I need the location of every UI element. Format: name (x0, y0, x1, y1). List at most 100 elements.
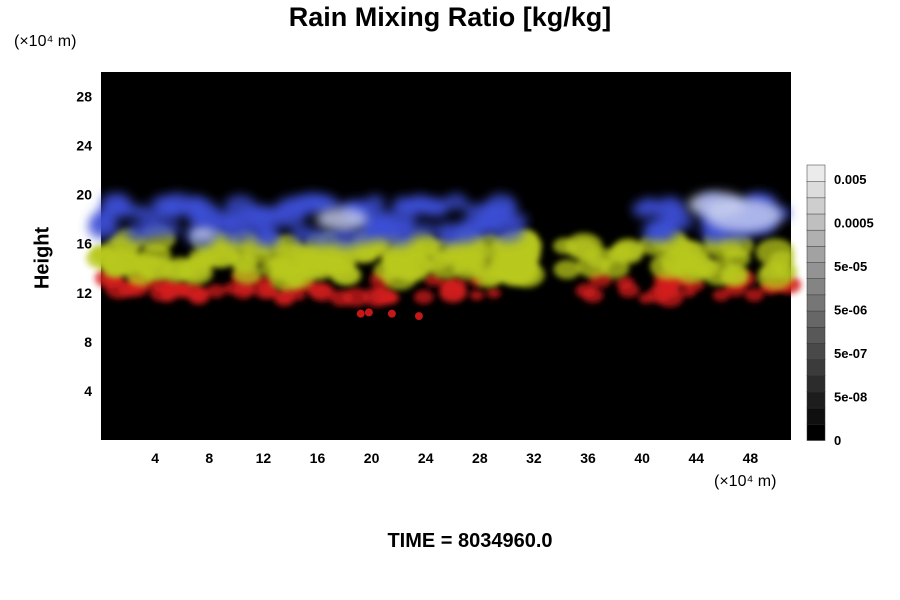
rain-cell (689, 257, 720, 279)
rain-cell (231, 254, 259, 274)
x-tick-labels: 4 8 12 16 20 24 28 32 36 40 44 48 (151, 450, 758, 466)
y-tick-labels: 4 8 12 16 20 24 28 (76, 89, 92, 399)
rain-cell (553, 237, 576, 255)
rain-cell (233, 284, 254, 299)
rain-cell (387, 255, 419, 278)
rain-cell (469, 290, 485, 301)
rain-cell (206, 284, 226, 298)
colorbar-swatch (806, 213, 826, 231)
rain-cell (208, 212, 239, 235)
y-tick-label: 20 (76, 187, 92, 203)
colorbar-label: 0.0005 (834, 216, 874, 231)
rain-cell (109, 201, 135, 219)
y-axis-unit: (×10⁴ m) (14, 33, 77, 50)
rain-cell (310, 283, 336, 302)
rain-cell (276, 291, 293, 304)
x-tick-label: 40 (634, 450, 650, 466)
rain-cell (438, 278, 457, 292)
rain-cell (87, 216, 120, 240)
y-tick-label: 8 (84, 334, 92, 350)
rain-field (85, 191, 802, 321)
colorbar-swatch (806, 342, 826, 360)
rain-cell (356, 309, 365, 318)
rain-cell (309, 228, 335, 246)
rain-cell (744, 288, 764, 302)
rain-cell (100, 255, 131, 277)
x-tick-label: 36 (580, 450, 596, 466)
rain-cell (582, 287, 604, 303)
colorbar: 0.005 0.0005 5e-05 5e-06 5e-07 5e-08 0 (806, 164, 874, 448)
rain-cell (482, 205, 512, 227)
x-tick-label: 20 (364, 450, 380, 466)
colorbar-label: 5e-07 (834, 346, 867, 361)
x-tick-label: 16 (310, 450, 326, 466)
rain-cell (421, 249, 451, 271)
rain-cell (379, 290, 399, 305)
rain-cell (316, 208, 368, 231)
y-tick-label: 4 (84, 383, 92, 399)
rain-cell (701, 224, 728, 244)
colorbar-swatch (806, 310, 826, 328)
rain-cell (670, 239, 702, 262)
x-tick-label: 12 (256, 450, 272, 466)
colorbar-swatch (806, 358, 826, 377)
colorbar-swatch (806, 375, 826, 393)
rain-cell (259, 229, 282, 245)
colorbar-label: 5e-05 (834, 259, 867, 274)
y-tick-label: 28 (76, 89, 92, 105)
colorbar-swatch (806, 197, 826, 215)
x-axis-unit: (×10⁴ m) (714, 473, 777, 490)
rain-cell (364, 194, 386, 210)
x-tick-label: 4 (151, 450, 159, 466)
rain-cell (607, 244, 633, 262)
rain-cell (330, 225, 363, 249)
colorbar-swatch (806, 326, 826, 344)
rain-cell (125, 222, 152, 242)
white-core-layer (189, 191, 783, 240)
colorbar-swatch (806, 261, 826, 279)
rain-cell (661, 258, 685, 276)
rain-cell (553, 259, 581, 280)
colorbar-swatch (806, 164, 826, 182)
rain-cell (664, 210, 694, 232)
rain-cell (364, 308, 373, 317)
colorbar-label: 5e-06 (834, 303, 867, 318)
colorbar-swatch (806, 245, 826, 263)
y-tick-label: 16 (76, 236, 92, 252)
rain-cell (330, 290, 353, 307)
x-tick-label: 28 (472, 450, 488, 466)
rain-cell (638, 293, 654, 304)
colorbar-swatch (806, 391, 826, 409)
x-tick-label: 32 (526, 450, 542, 466)
rain-cell (453, 226, 477, 244)
rain-cell (415, 223, 435, 238)
colorbar-swatch (806, 407, 826, 425)
rain-cell (413, 290, 434, 305)
time-label: TIME = 8034960.0 (387, 530, 553, 552)
blue-layer (87, 191, 791, 249)
rain-cell (189, 289, 207, 303)
rain-cell (376, 217, 399, 233)
rain-cell (397, 198, 422, 215)
rain-cell (414, 312, 423, 321)
rain-cell (631, 200, 658, 219)
chart-title: Rain Mixing Ratio [kg/kg] (288, 2, 612, 32)
rain-cell (159, 282, 177, 296)
colorbar-label: 0.005 (834, 172, 867, 187)
colorbar-label: 5e-08 (834, 390, 867, 405)
rain-cell (135, 257, 167, 280)
rain-cell (196, 249, 221, 267)
rain-cell (681, 286, 696, 298)
rain-cell (769, 251, 795, 270)
rain-cell (290, 225, 317, 244)
rain-cell (496, 252, 521, 270)
rain-cell (189, 228, 216, 240)
x-tick-label: 24 (418, 450, 434, 466)
rain-cell (724, 248, 751, 268)
rain-cell (444, 193, 468, 211)
rain-cell (600, 257, 630, 279)
x-tick-label: 44 (689, 450, 705, 466)
rain-cell (157, 221, 181, 238)
x-tick-label: 48 (743, 450, 759, 466)
